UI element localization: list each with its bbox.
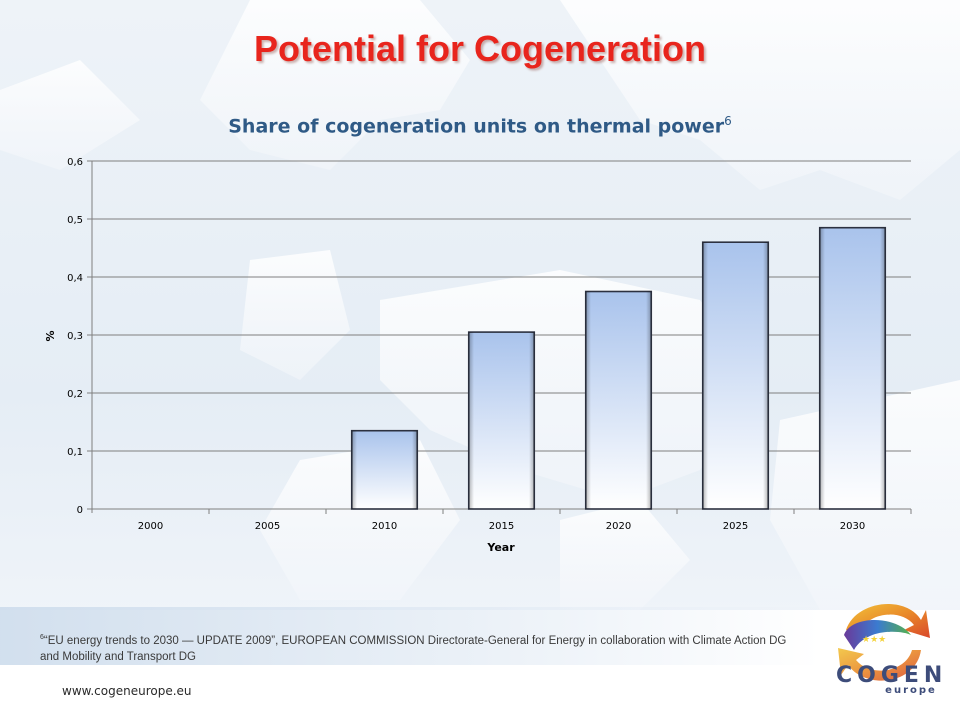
chart-title: Share of cogeneration units on thermal p… [0,114,960,137]
logo-main-text: COGEN [836,663,948,688]
footnote: 6“EU energy trends to 2030 — UPDATE 2009… [40,630,800,665]
y-tick-label: 0,2 [67,389,83,400]
y-tick-label: 0,5 [67,215,83,226]
bar-shading [468,332,535,509]
cogen-logo-wordmark: COGEN europe [836,663,946,696]
logo-sub-text: europe [885,685,937,696]
y-tick-label: 0,1 [67,447,83,458]
website-link[interactable]: www.cogeneurope.eu [62,684,192,698]
bar-shading [702,242,769,509]
x-axis-label: Year [486,541,515,554]
x-tick-label: 2020 [606,521,631,532]
chart-title-footnote-marker: 6 [724,114,732,128]
y-tick-label: 0 [77,505,83,516]
x-tick-label: 2010 [372,521,397,532]
x-tick-label: 2005 [255,521,280,532]
x-tick-label: 2030 [840,521,865,532]
y-tick-label: 0,3 [67,331,83,342]
y-tick-label: 0,4 [67,273,83,284]
x-tick-label: 2025 [723,521,748,532]
x-tick-label: 2000 [138,521,163,532]
y-tick-label: 0,6 [67,157,83,168]
europe-map-background [0,0,960,610]
bar-shading [585,291,652,509]
bar-shading [351,430,418,509]
footnote-marker: 6 [40,634,44,641]
footer-fade [0,607,820,665]
y-axis-label: % [44,330,57,341]
cogen-logo-icon: ★★★ [838,603,930,681]
x-tick-label: 2015 [489,521,514,532]
footnote-text: “EU energy trends to 2030 — UPDATE 2009”… [40,634,787,663]
bar-shading [819,227,886,509]
page-title: Potential for Cogeneration [253,28,707,69]
chart-title-text: Share of cogeneration units on thermal p… [228,115,725,138]
bar-chart: 0 0,1 0,2 0,3 0,4 0,5 0,6 2000 2005 2010 2015 2020 2… [44,157,912,554]
svg-text:★★★: ★★★ [862,635,886,645]
